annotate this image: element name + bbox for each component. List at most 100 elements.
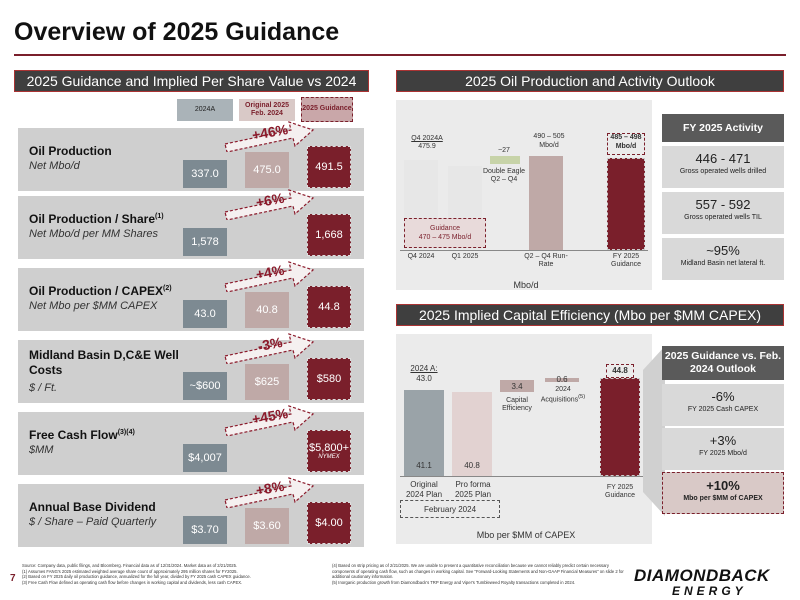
outlook-label: FY 2025 Cash CAPEX [687,406,759,413]
runrate-bar [529,156,563,250]
eff-fy-value: 44.8 [612,366,628,375]
col-header-2024a: 2024A [177,99,233,121]
metric-subtitle: Net Mbo per $MM CAPEX [29,300,158,312]
bar-guidance: 491.5 [307,146,351,188]
activity-label: Gross operated wells TIL [684,214,762,221]
metric-name-text: Annual Base Dividend [29,500,156,514]
bar-guidance: 1,668 [307,214,351,256]
logo-text-energy: ENERGY [672,584,747,598]
eff-proforma-bar [452,392,492,476]
bar-2024a: 43.0 [183,300,227,328]
x-label-q4-2024: Q4 2024 [407,253,435,260]
outlook-card: +3% FY 2025 Mbo/d [662,428,784,470]
page-number: 7 [10,573,16,584]
eff-acq-value: 0.6 [556,375,568,384]
metric-subtitle: $ / Ft. [29,382,58,394]
footnote-source: Source: Company data, public filings, an… [22,563,238,568]
change-arrow-icon [224,261,315,292]
bar-original: $3.60 [245,508,289,544]
bar-2024a: 1,578 [183,228,227,256]
activity-card: 557 - 592 Gross operated wells TIL [662,192,784,234]
x-label-original-plan: Original 2024 Plan [405,480,443,499]
col-header-original: Original 2025 Feb. 2024 [239,99,295,121]
guidance-range-value: 470 – 475 Mbo/d [418,234,472,241]
eff-capital-value: 3.4 [511,382,523,391]
footnotes-right: (4) Based on strip pricing as of 2/21/20… [332,563,626,586]
eff-2024a-value: 43.0 [416,374,432,383]
bar-original: $625 [245,364,289,400]
bar-guidance-value: 44.8 [318,301,340,313]
metric-row: Oil Production Net Mbo/d 337.0 475.0 491.5 +4… [18,121,364,191]
activity-heading: FY 2025 Activity [662,114,784,142]
outlook-heading: 2025 Guidance vs. Feb. 2024 Outlook [662,346,784,380]
bar-guidance: $5,800+ NYMEX [307,430,351,472]
metric-row: Annual Base Dividend $ / Share – Paid Qua… [18,477,364,547]
outlook-connector [643,346,665,516]
metric-sup: (3)(4) [117,429,135,436]
oil-axis-title: Mbo/d [513,280,539,290]
february-bracket-label: February 2024 [423,505,477,514]
footnote-2: (2) Based on FY 2025 daily oil productio… [22,574,251,580]
bar-original: 40.8 [245,292,289,328]
efficiency-panel-heading: 2025 Implied Capital Efficiency (Mbo per… [396,304,784,326]
eff-axis-line [400,476,648,477]
eff-proforma-value: 40.8 [464,461,480,470]
title-divider [14,54,786,56]
fy-guidance-value: 485 – 498 [610,134,642,141]
bar-2024a: $4,007 [183,444,227,472]
outlook-value: +3% [709,433,737,448]
footnote-4: (4) Based on strip pricing as of 2/21/20… [332,563,624,580]
fy-guidance-unit: Mbo/d [615,143,637,150]
metric-name: Oil Production / Share(1) [29,212,229,227]
metric-name: Annual Base Dividend [29,500,229,515]
activity-label: Gross operated wells drilled [679,168,767,175]
activity-label: Midland Basin net lateral ft. [680,260,766,267]
change-arrow-icon [224,189,315,220]
eff-original-value: 41.1 [416,461,432,470]
footnote-1: (1) Assumes FANG's 2025 estimated weight… [22,568,238,574]
fy-guidance-bar [607,158,645,250]
eff-capital-label: Capital Efficiency [502,397,532,413]
oil-panel-heading: 2025 Oil Production and Activity Outlook [396,70,784,92]
metric-row: Midland Basin D,C&E Well Costs $ / Ft. ~$6… [18,333,364,403]
eff-capital-bar [500,380,534,392]
bar-guidance-value: $580 [316,373,342,385]
bar-guidance-value: $5,800+ [308,442,350,454]
change-arrow-icon [224,405,315,436]
metric-row: Oil Production / Share(1) Net Mbo/d per M… [18,189,364,259]
change-arrow-icon [224,333,315,364]
x-label-q1-2025: Q1 2025 [451,253,479,260]
activity-card: ~95% Midland Basin net lateral ft. [662,238,784,280]
metric-subtitle: $ / Share – Paid Quarterly [29,516,157,528]
metric-name-text: Oil Production [29,144,112,158]
metric-name-text: Midland Basin D,C&E Well Costs [29,348,179,377]
guidance-range-label: Guidance [430,225,460,232]
change-arrow-icon [224,477,315,508]
eff-original-bar [404,390,444,476]
bar-2024a: ~$600 [183,372,227,400]
eff-fy-bar [600,378,640,476]
metric-subtitle: Net Mbo/d [29,160,80,172]
bar-2024a: $3.70 [183,516,227,544]
runrate-unit: Mbo/d [539,142,559,149]
metric-row: Free Cash Flow(3)(4) $MM $4,007 $5,800+ NYME… [18,405,364,475]
metric-subtitle: $MM [29,444,54,456]
eff-acq-label-text: 2024 Acquisitions [540,386,579,404]
metric-name-text: Oil Production / CAPEX [29,284,164,298]
february-bracket [400,500,500,518]
metric-name: Free Cash Flow(3)(4) [29,428,229,443]
eff-acq-sup: (5) [578,394,586,401]
metric-sup: (2) [163,285,172,292]
bar-guidance-value: 491.5 [315,161,343,173]
activity-card: 446 - 471 Gross operated wells drilled [662,146,784,188]
eff-acq-bar [545,378,579,382]
bar-guidance-value: 1,668 [315,229,343,241]
metric-name: Oil Production [29,144,229,159]
metric-subtitle: Net Mbo/d per MM Shares [29,228,158,240]
metric-name: Midland Basin D,C&E Well Costs [29,348,179,378]
footnotes-left: Source: Company data, public filings, an… [22,563,322,586]
metric-name-text: Free Cash Flow [29,428,118,442]
bar-guidance-note: NYMEX [318,454,340,460]
outlook-value: +10% [706,478,740,493]
activity-value: 446 - 471 [695,151,751,166]
